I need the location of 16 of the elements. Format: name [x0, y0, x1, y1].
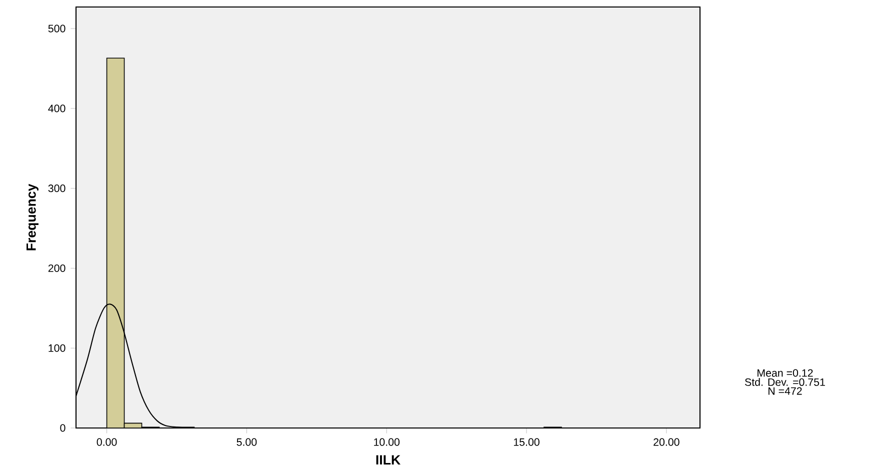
y-axis-title: Frequency: [26, 184, 38, 250]
y-tick-label: 500: [48, 24, 66, 32]
text: Std. Dev. =0.751: [745, 378, 825, 386]
y-tick-label: 100: [48, 344, 66, 352]
x-tick-label: 20.00: [654, 438, 680, 446]
y-tick-label: 200: [48, 264, 66, 272]
y-tick-label: 300: [48, 184, 66, 192]
x-tick-label: 15.00: [514, 438, 540, 446]
y-tick-label: 400: [48, 104, 66, 112]
x-tick-label: 0.00: [96, 438, 117, 446]
x-axis-title: IILK: [376, 455, 400, 464]
y-tick-label: 0: [60, 424, 66, 432]
text: N =472: [768, 387, 802, 395]
x-tick-label: 10.00: [374, 438, 400, 446]
x-tick-label: 5.00: [236, 438, 257, 446]
text: Mean =0.12: [758, 369, 813, 377]
